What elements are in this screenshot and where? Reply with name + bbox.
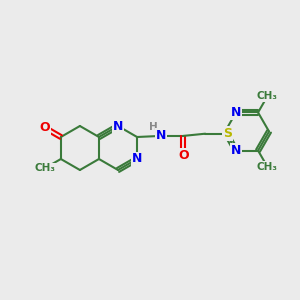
Text: CH₃: CH₃	[257, 162, 278, 172]
Text: CH₃: CH₃	[34, 163, 55, 173]
Text: N: N	[231, 106, 241, 119]
Text: S: S	[223, 127, 232, 140]
Text: H: H	[149, 122, 158, 132]
Text: O: O	[39, 121, 50, 134]
Text: N: N	[156, 129, 166, 142]
Text: N: N	[231, 144, 241, 157]
Text: CH₃: CH₃	[257, 91, 278, 101]
Text: N: N	[113, 119, 123, 133]
Text: O: O	[178, 149, 189, 162]
Text: N: N	[132, 152, 142, 166]
